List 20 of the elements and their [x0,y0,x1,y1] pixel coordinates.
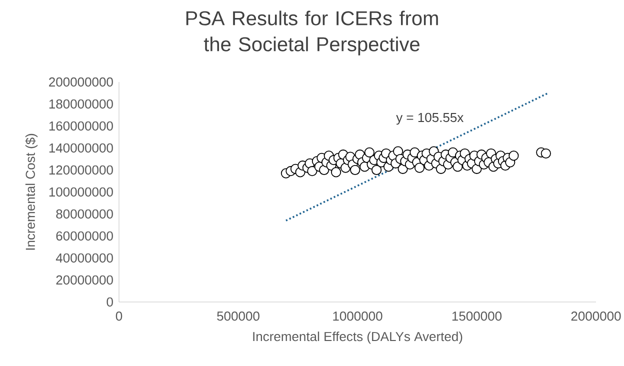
y-tick-label: 40000000 [56,253,113,263]
y-tick-label: 200000000 [49,77,113,87]
x-tick-label: 2000000 [571,312,621,321]
y-axis-title: Incremental Cost ($) [25,134,38,250]
x-tick-label: 500000 [217,312,260,321]
y-tick-label: 60000000 [56,231,113,241]
y-tick-label: 0 [106,297,113,307]
y-tick-label: 80000000 [56,209,113,219]
x-tick-label: 0 [116,312,122,321]
chart-title: PSA Results for ICERs from the Societal Perspective [186,10,438,56]
y-tick-label: 160000000 [49,121,113,131]
x-tick-label: 1500000 [452,312,502,321]
y-tick-label: 140000000 [49,143,113,153]
x-axis-title: Incremental Effects (DALYs Averted) [253,332,462,344]
y-tick-label: 120000000 [49,165,113,175]
y-tick-label: 20000000 [56,275,113,285]
y-tick-label: 100000000 [49,187,113,197]
annotation: y = 105.55x [396,112,464,125]
y-tick-label: 180000000 [49,99,113,109]
x-tick-label: 1000000 [333,312,382,321]
